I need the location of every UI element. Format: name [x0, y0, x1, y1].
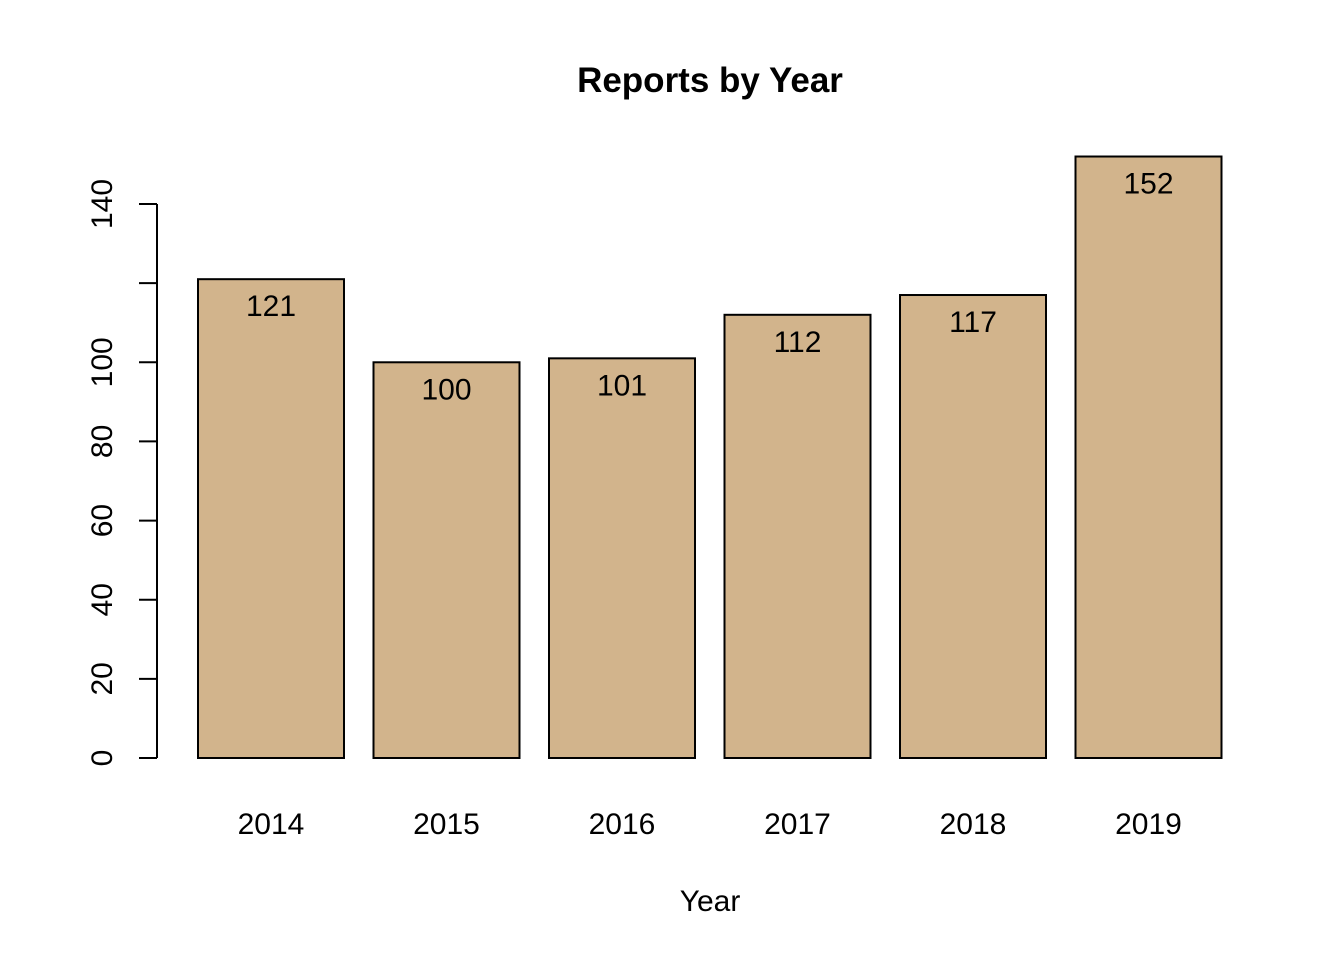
bar-2018 — [899, 294, 1047, 759]
x-axis-label: Year — [680, 885, 741, 918]
data-label-2018: 117 — [949, 306, 997, 339]
y-tick-label: 40 — [86, 583, 119, 616]
x-tick-label-2014: 2014 — [238, 808, 305, 841]
data-label-2016: 101 — [597, 369, 647, 402]
y-tick-label: 0 — [86, 750, 119, 767]
y-tick-label: 20 — [86, 662, 119, 695]
y-tick-label: 140 — [86, 179, 119, 229]
y-tick-label: 80 — [86, 425, 119, 458]
data-label-2017: 112 — [774, 326, 822, 359]
y-axis: 0 20 40 60 80 100 140 — [86, 179, 158, 767]
bars: 121 100 101 112 117 152 — [197, 155, 1223, 759]
x-tick-label-2018: 2018 — [940, 808, 1007, 841]
x-tick-label-2019: 2019 — [1115, 808, 1182, 841]
y-tick-label: 100 — [86, 337, 119, 387]
x-tick-label-2016: 2016 — [589, 808, 656, 841]
chart-title: Reports by Year — [577, 61, 843, 100]
data-label-2015: 100 — [421, 373, 471, 406]
bar-2014 — [197, 278, 345, 759]
bar-2016 — [548, 357, 696, 759]
bar-2015 — [372, 361, 521, 759]
bar-2017 — [723, 313, 872, 759]
x-tick-label-2017: 2017 — [764, 808, 831, 841]
x-tick-labels: 2014 2015 2016 2017 2018 2019 — [238, 808, 1182, 841]
x-tick-label-2015: 2015 — [413, 808, 480, 841]
data-label-2019: 152 — [1123, 168, 1173, 201]
data-label-2014: 121 — [246, 290, 296, 323]
bar-2019 — [1074, 155, 1223, 759]
y-tick-label: 60 — [86, 504, 119, 537]
